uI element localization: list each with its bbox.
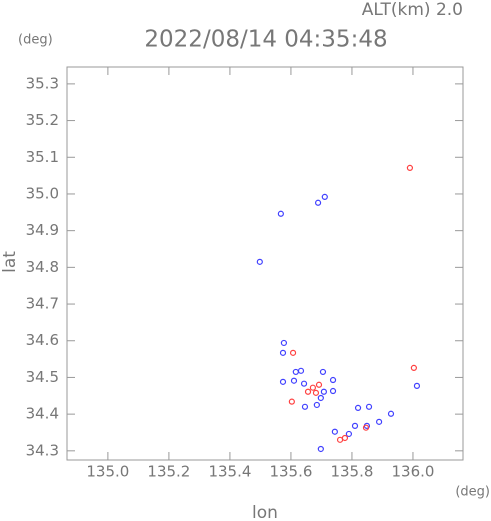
point	[279, 378, 287, 385]
point	[289, 349, 297, 356]
point	[345, 430, 352, 438]
point	[329, 376, 337, 384]
point	[304, 388, 312, 395]
y-tick-label: 34.6	[26, 331, 59, 349]
x-tick-label: 135.8	[330, 463, 373, 481]
subtitle: ALT(km) 2.0	[362, 0, 463, 20]
point	[365, 403, 373, 410]
point	[362, 424, 370, 431]
point	[280, 339, 288, 347]
y-tick-label: 34.9	[26, 221, 59, 239]
point	[329, 387, 337, 395]
point	[297, 367, 305, 374]
y-tick-label: 35.0	[26, 184, 59, 202]
y-tick-label: 34.4	[26, 405, 59, 423]
point	[309, 384, 316, 391]
point	[341, 434, 349, 442]
point	[277, 210, 284, 217]
point	[317, 445, 324, 453]
x-axis-label: lon	[252, 503, 278, 521]
x-tick-label: 135.6	[269, 463, 312, 481]
point	[406, 164, 414, 172]
point	[319, 368, 327, 376]
point	[354, 404, 362, 411]
point	[300, 380, 308, 387]
point	[331, 428, 338, 435]
point	[315, 381, 323, 388]
y-tick-label: 34.5	[26, 368, 59, 386]
x-tick-label: 135.2	[147, 463, 190, 481]
y-tick-label: 35.1	[26, 148, 59, 166]
y-tick-label: 34.7	[26, 295, 59, 313]
point	[314, 199, 322, 206]
x-unit: (deg)	[455, 485, 490, 500]
y-tick-label: 35.3	[26, 74, 59, 92]
point	[292, 368, 299, 376]
point	[410, 364, 417, 371]
x-tick-label: 135.0	[86, 463, 129, 481]
point	[317, 394, 324, 402]
point	[387, 410, 395, 417]
point	[376, 418, 383, 425]
point	[279, 349, 287, 356]
plot-frame	[66, 66, 464, 461]
point	[320, 388, 327, 395]
point	[256, 258, 263, 265]
point	[313, 401, 320, 409]
point	[290, 377, 298, 384]
x-tick-label: 136.0	[391, 463, 434, 481]
x-tick-label: 135.4	[208, 463, 251, 481]
point	[413, 382, 421, 389]
point	[288, 398, 295, 405]
y-tick-label: 34.3	[26, 441, 59, 459]
point	[336, 436, 344, 443]
point	[312, 389, 320, 396]
y-axis-label: lat	[0, 251, 20, 273]
point	[301, 403, 309, 410]
point	[321, 193, 328, 200]
chart-title: 2022/08/14 04:35:48	[144, 27, 387, 53]
y-tick-label: 35.2	[26, 111, 59, 129]
point	[351, 422, 359, 429]
y-tick-label: 34.8	[26, 258, 59, 276]
y-unit: (deg)	[18, 33, 53, 48]
